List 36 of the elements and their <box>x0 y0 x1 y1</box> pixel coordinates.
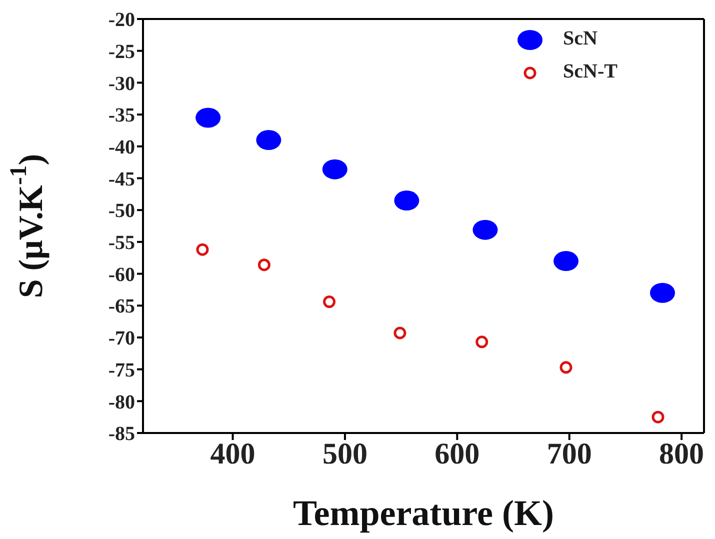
y-tick-label: -75 <box>108 359 135 382</box>
y-tick-label: -60 <box>108 264 135 286</box>
y-tick-label: -65 <box>108 296 135 318</box>
x-tick-label: 400 <box>210 437 256 470</box>
y-tick-label: -55 <box>108 232 135 254</box>
point <box>323 296 336 308</box>
point <box>650 282 675 303</box>
y-tick-label: -35 <box>108 104 135 127</box>
x-tick-label: 600 <box>434 437 480 470</box>
point <box>258 258 270 272</box>
y-tick-label: -50 <box>108 200 135 222</box>
point <box>553 251 578 272</box>
x-tick-label: 700 <box>546 437 592 470</box>
y-tick-label: -20 <box>108 9 135 32</box>
point <box>196 108 221 128</box>
x-tick-label: 500 <box>322 437 368 470</box>
point <box>322 159 348 180</box>
y-tick-label: -70 <box>108 328 135 350</box>
point <box>394 190 420 211</box>
x-axis-title: Temperature (K) <box>293 493 554 533</box>
y-tick-label: -25 <box>108 40 135 63</box>
y-tick-label: -45 <box>108 168 135 190</box>
y-tick-label: -80 <box>108 391 135 414</box>
point <box>394 326 406 340</box>
y-tick-label: -40 <box>108 136 135 158</box>
y-tick-label: -85 <box>108 423 135 446</box>
point <box>472 220 498 240</box>
point <box>652 410 664 424</box>
point <box>256 130 282 150</box>
point <box>476 336 488 348</box>
x-tick-label: 800 <box>659 437 704 470</box>
y-tick-label: -30 <box>108 72 135 95</box>
point <box>560 361 572 374</box>
legend-label: ScN-T <box>563 60 618 83</box>
legend-label: ScN <box>563 28 598 50</box>
point <box>196 243 209 256</box>
